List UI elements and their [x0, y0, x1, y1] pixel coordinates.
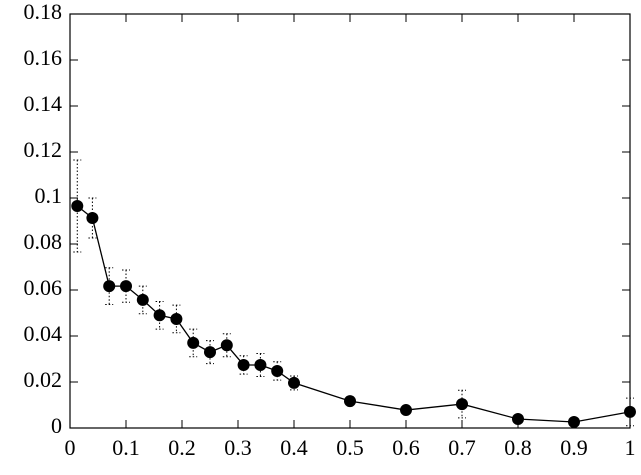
x-tick-label: 0.2	[168, 435, 196, 460]
x-tick-label: 0.5	[336, 435, 364, 460]
plot-frame	[69, 13, 631, 429]
y-tick-label: 0	[51, 413, 62, 438]
point	[170, 312, 183, 325]
x-tick-label: 0.1	[112, 435, 140, 460]
point	[153, 309, 166, 322]
x-tick-label: 0	[65, 435, 76, 460]
point	[456, 398, 468, 411]
point	[400, 404, 412, 417]
point	[187, 336, 200, 349]
y-tick-label: 0.04	[24, 321, 63, 346]
y-tick-label: 0.02	[24, 367, 63, 392]
x-tick-label: 1	[625, 435, 636, 460]
point	[254, 358, 267, 371]
x-tick-label: 0.8	[504, 435, 532, 460]
point	[568, 416, 580, 429]
point	[86, 212, 99, 225]
point	[120, 280, 132, 293]
x-tick-label: 0.3	[224, 435, 252, 460]
point	[237, 358, 250, 371]
y-tick-label: 0.18	[24, 0, 63, 24]
y-tick-label: 0.14	[24, 91, 63, 116]
point	[204, 346, 216, 359]
x-tick-label: 0.7	[448, 435, 476, 460]
y-tick-label: 0.16	[24, 45, 63, 70]
y-tick-label: 0.12	[24, 137, 63, 162]
x-tick-label: 0.4	[280, 435, 308, 460]
point	[136, 293, 149, 306]
y-tick-label: 0.1	[35, 183, 63, 208]
y-tick-label: 0.08	[24, 229, 63, 254]
x-tick-label: 0.6	[392, 435, 420, 460]
x-tick-label: 0.9	[560, 435, 588, 460]
point	[220, 339, 233, 352]
point	[71, 200, 84, 213]
point	[103, 280, 116, 293]
point	[512, 413, 524, 426]
point	[344, 395, 356, 408]
point	[271, 364, 284, 377]
y-tick-label: 0.06	[24, 275, 63, 300]
point	[288, 376, 300, 389]
point	[624, 405, 636, 418]
